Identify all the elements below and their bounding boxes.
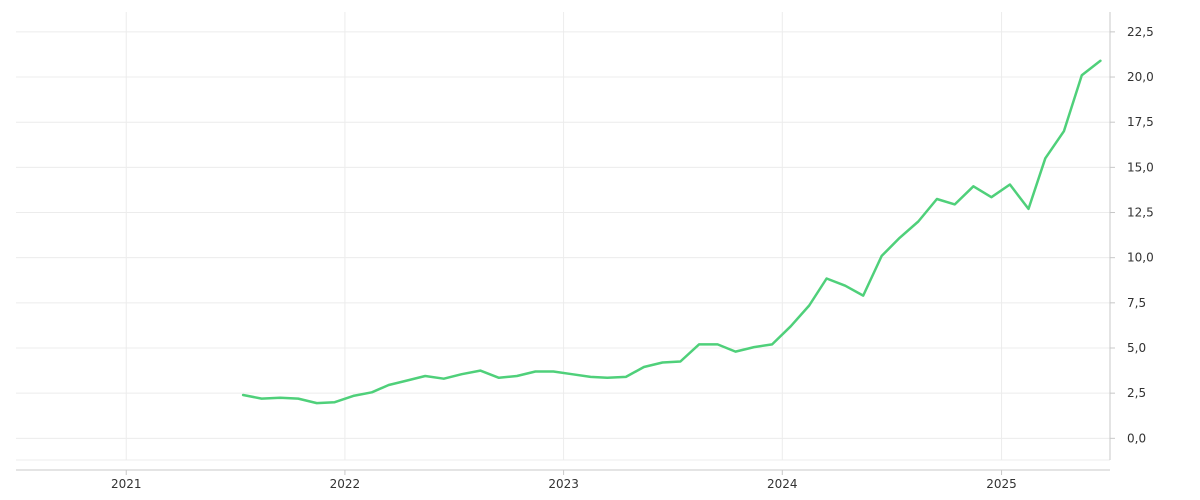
series [241, 59, 1102, 405]
y-tick-label: 12,5 [1127, 206, 1154, 220]
x-tick-label: 2024 [767, 477, 798, 491]
y-tick-label: 17,5 [1127, 115, 1154, 129]
y-tick-label: 10,0 [1127, 251, 1154, 265]
x-tick-label: 2025 [986, 477, 1017, 491]
x-tick-label: 2021 [111, 477, 142, 491]
x-tick-label: 2023 [548, 477, 579, 491]
axes [16, 12, 1115, 475]
y-tick-label: 5,0 [1127, 341, 1146, 355]
tick-labels: 0,0 2,5 5,0 7,5 10,0 12,5 15,0 17,5 20,0 22,5 2021… [111, 25, 1154, 491]
y-tick-label: 20,0 [1127, 70, 1154, 84]
y-tick-label: 7,5 [1127, 296, 1146, 310]
gridlines [16, 12, 1110, 461]
series-line [241, 59, 1102, 405]
y-tick-label: 2,5 [1127, 386, 1146, 400]
y-tick-label: 0,0 [1127, 431, 1146, 445]
x-tick-label: 2022 [330, 477, 361, 491]
y-tick-label: 15,0 [1127, 160, 1154, 174]
y-tick-label: 22,5 [1127, 25, 1154, 39]
